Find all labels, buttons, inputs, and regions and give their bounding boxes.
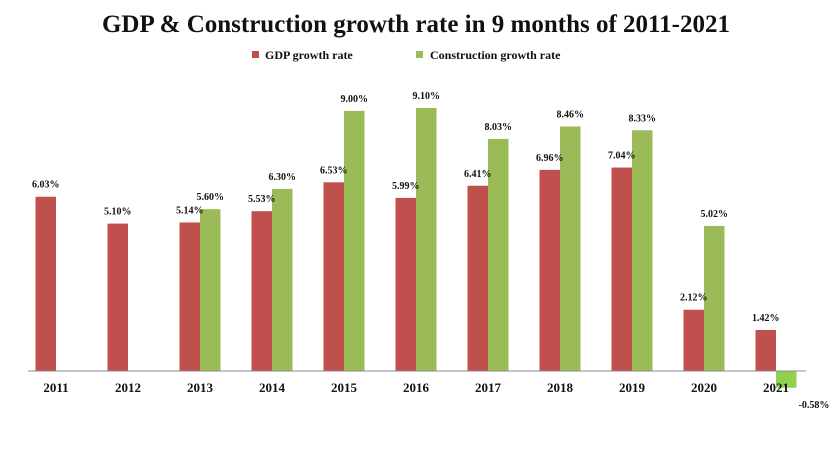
bar-construction-2020 [704,225,725,371]
data-label-construction-2017: 8.03% [485,122,513,133]
legend: GDP growth rate Construction growth rate [252,48,561,62]
bar-gdp-2016 [395,197,416,371]
bar-gdp-2017 [467,185,488,371]
data-label-construction-2018: 8.46% [557,110,585,121]
bar-gdp-2013 [179,222,200,371]
data-label-gdp-2013: 5.14% [176,205,204,216]
data-label-construction-2021: -0.58% [799,400,830,411]
data-labels: 6.03% 5.10% 5.14% 5.60% 5.53% 6.30% 6.53% 9.00%… [32,91,829,411]
data-label-construction-2014: 6.30% [269,172,297,183]
x-tick-label: 2016 [403,380,430,395]
bar-gdp-2011 [35,196,56,371]
bars [35,108,797,388]
x-tick-label: 2013 [187,380,214,395]
bar-gdp-2015 [323,182,344,371]
data-label-gdp-2016: 5.99% [392,181,420,192]
bar-construction-2017 [488,138,509,371]
data-label-construction-2019: 8.33% [629,113,657,124]
data-label-gdp-2018: 6.96% [536,153,564,164]
data-label-gdp-2017: 6.41% [464,169,492,180]
bar-construction-2016 [416,108,437,371]
data-label-construction-2015: 9.00% [341,94,369,105]
x-tick-label: 2020 [691,380,717,395]
data-label-gdp-2015: 6.53% [320,165,348,176]
chart-title: GDP & Construction growth rate in 9 mont… [102,11,730,38]
bar-construction-2013 [200,209,221,371]
legend-label-gdp: GDP growth rate [265,48,353,62]
bar-gdp-2014 [251,211,272,371]
legend-label-construction: Construction growth rate [430,48,561,62]
x-tick-labels: 2011 2012 2013 2014 2015 2016 2017 2018 2019 2020… [43,380,789,395]
legend-swatch-construction [416,51,423,58]
bar-construction-2015 [344,110,365,372]
data-label-construction-2013: 5.60% [197,192,225,203]
data-label-gdp-2019: 7.04% [608,151,636,162]
bar-construction-2018 [560,126,581,371]
data-label-construction-2020: 5.02% [701,209,729,220]
x-tick-label: 2014 [259,380,286,395]
data-label-gdp-2021: 1.42% [752,313,780,324]
x-tick-label: 2012 [115,380,141,395]
bar-gdp-2020 [683,309,704,371]
data-label-construction-2016: 9.10% [413,91,441,102]
bar-construction-2019 [632,130,653,371]
x-tick-label: 2015 [331,380,358,395]
legend-swatch-gdp [252,51,259,58]
bar-gdp-2021 [755,329,776,371]
x-tick-label: 2017 [475,380,502,395]
x-tick-label: 2011 [43,380,68,395]
data-label-gdp-2011: 6.03% [32,180,60,191]
bar-construction-2014 [272,188,293,371]
bar-construction-2021 [776,371,797,388]
data-label-gdp-2014: 5.53% [248,194,276,205]
x-tick-label: 2021 [763,380,789,395]
bar-gdp-2018 [539,169,560,371]
data-label-gdp-2020: 2.12% [680,293,708,304]
bar-gdp-2012 [107,223,128,371]
x-tick-label: 2018 [547,380,574,395]
bar-gdp-2019 [611,167,632,371]
data-label-gdp-2012: 5.10% [104,207,132,218]
x-tick-label: 2019 [619,380,646,395]
